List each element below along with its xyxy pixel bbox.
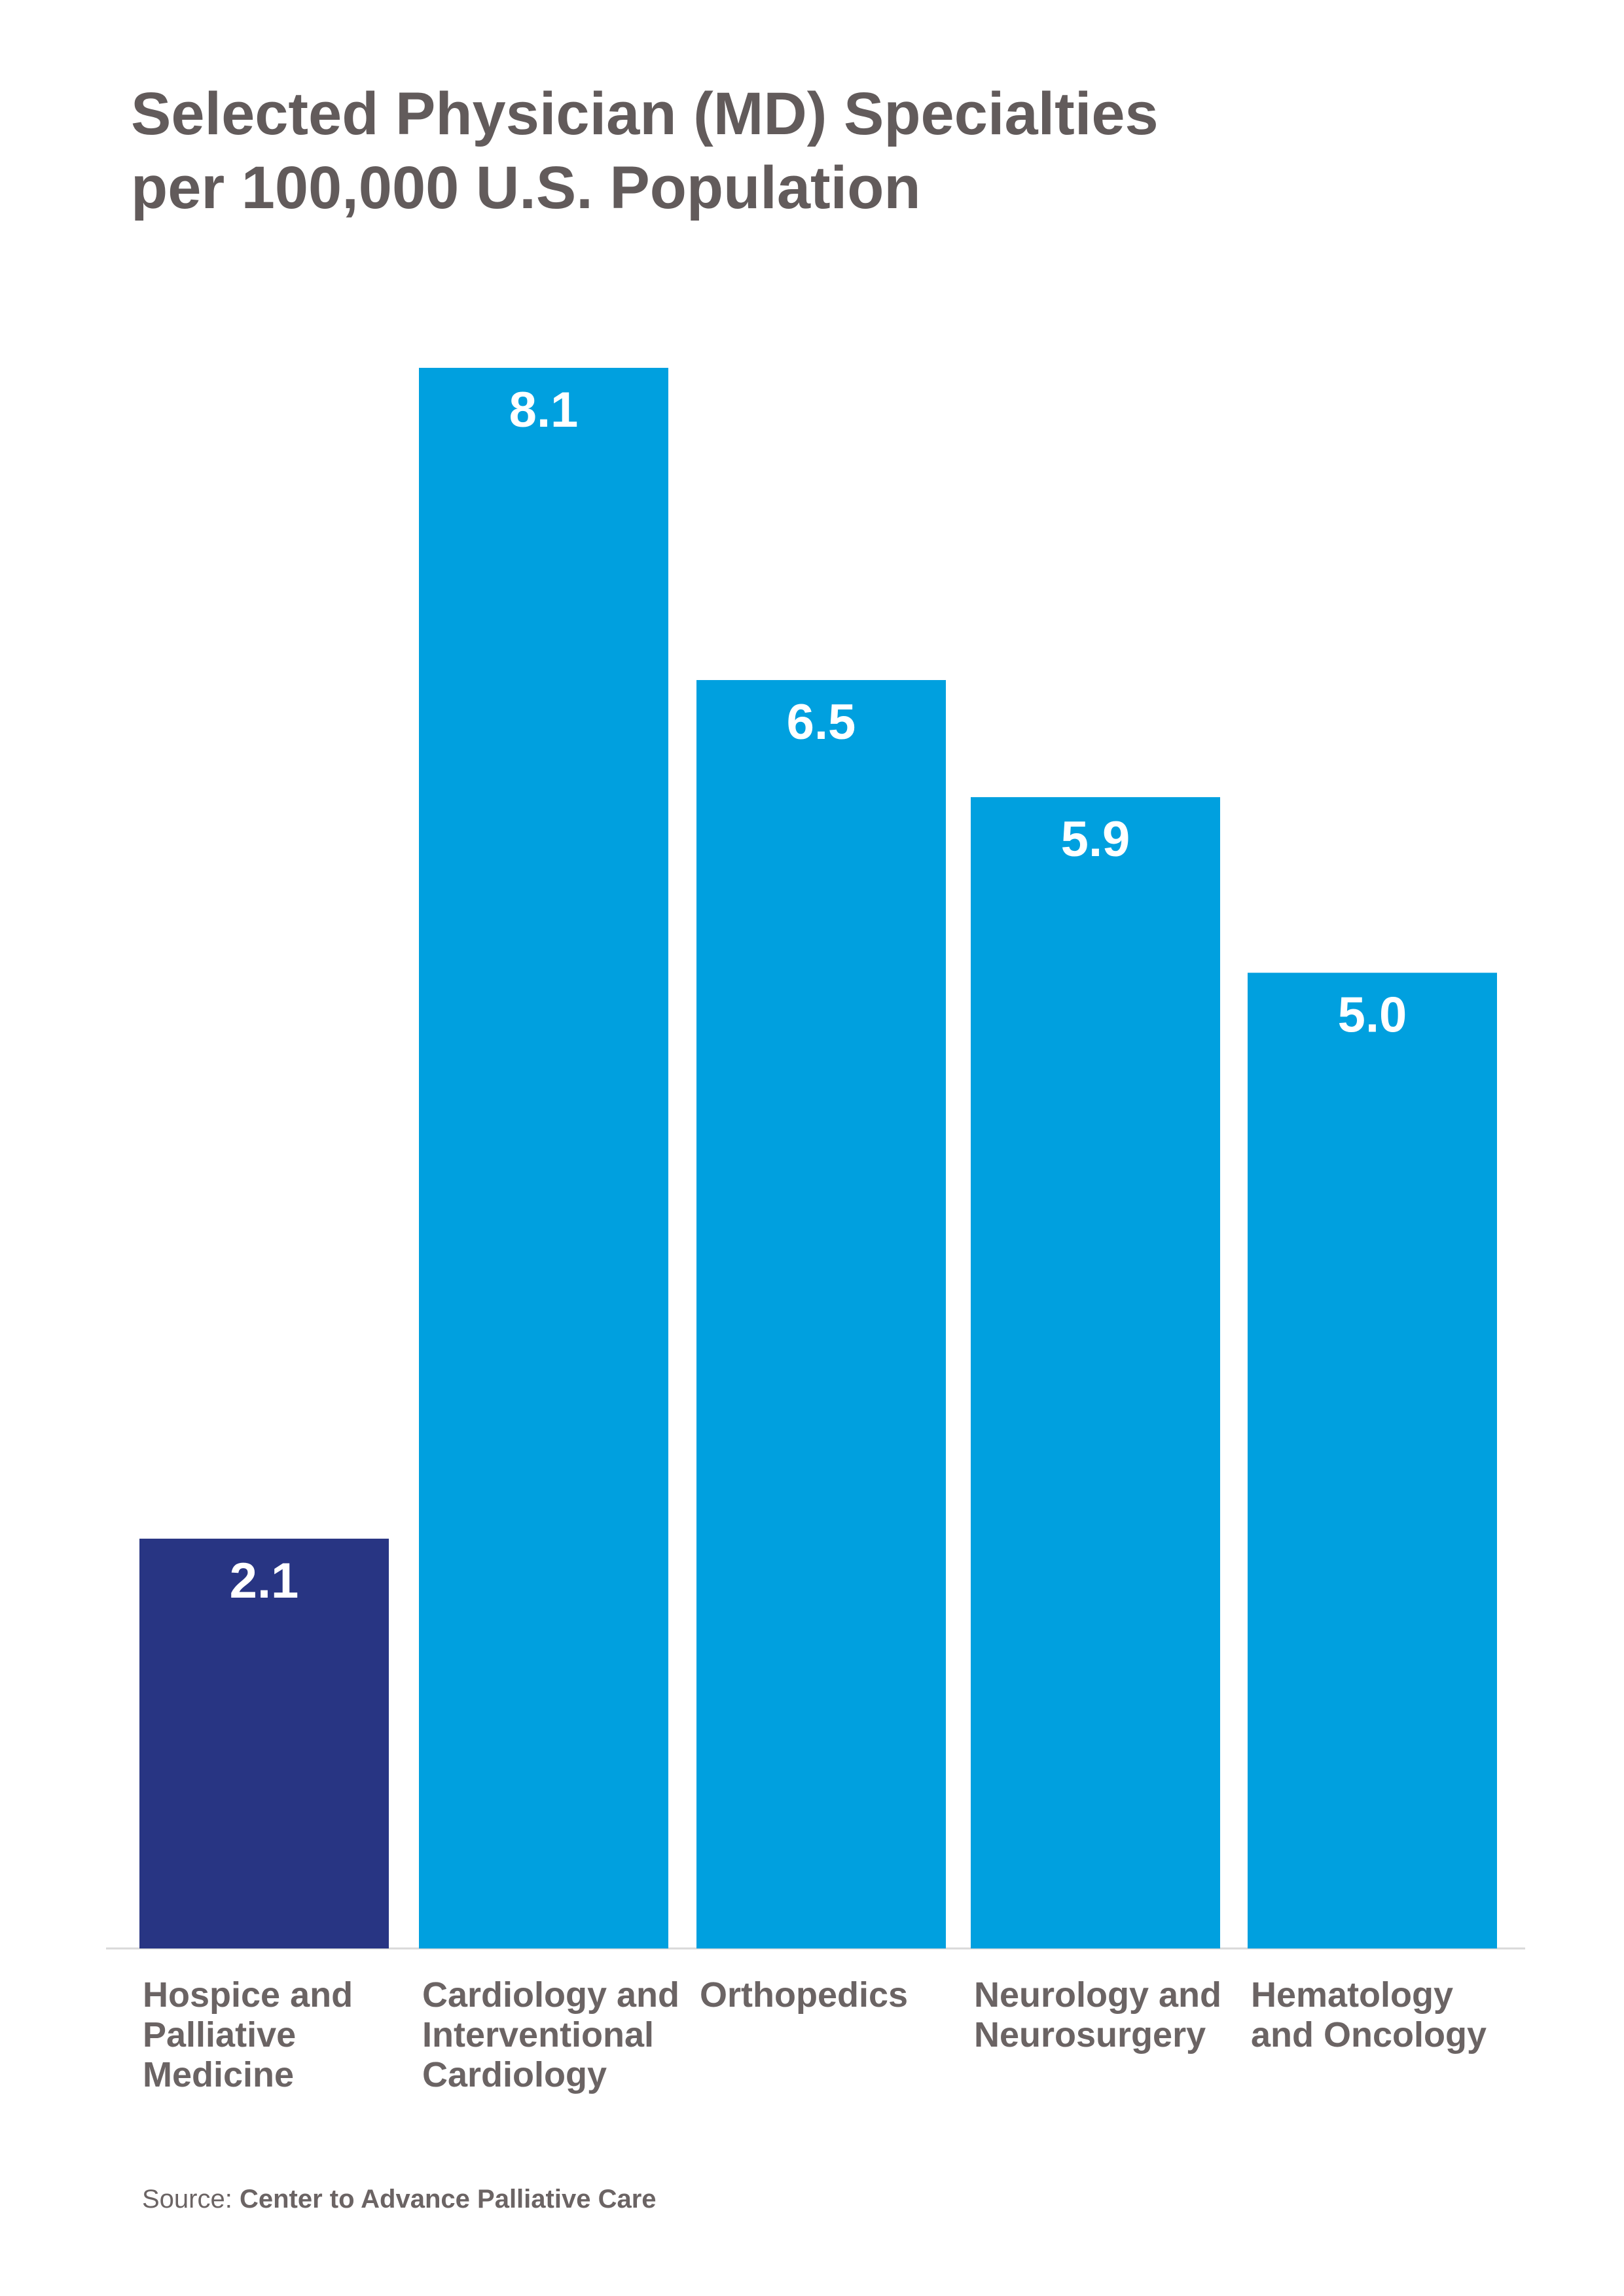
chart-title: Selected Physician (MD) Specialties per … — [131, 77, 1159, 225]
bar-1 — [139, 1538, 389, 1948]
category-label-3-line-1: Orthopedics — [700, 1975, 909, 2015]
category-label-4: Neurology and Neurosurgery — [974, 1975, 1249, 2055]
category-label-1-line-2: Palliative — [143, 2015, 297, 2054]
source-name: Center to Advance Palliative Care — [239, 2185, 657, 2214]
bar-4 — [971, 797, 1220, 1948]
category-label-5: Hematology and Oncology — [1251, 1975, 1526, 2055]
category-label-2: Cardiology and Interventional Cardiology — [422, 1975, 697, 2095]
source-note: Source: Center to Advance Palliative Car… — [142, 2185, 657, 2214]
bar-value-label-4: 5.9 — [1061, 812, 1130, 867]
category-label-3: Orthopedics — [700, 1975, 975, 2015]
bar-3 — [696, 680, 946, 1948]
category-label-1-line-1: Hospice and — [143, 1975, 353, 2015]
source-prefix: Source: — [142, 2185, 240, 2214]
category-label-4-line-2: Neurosurgery — [974, 2015, 1206, 2054]
bar-5 — [1248, 973, 1497, 1948]
bar-value-label-2: 8.1 — [509, 382, 579, 438]
bar-2 — [419, 368, 668, 1948]
bar-value-label-5: 5.0 — [1338, 987, 1407, 1043]
category-label-2-line-3: Cardiology — [422, 2055, 607, 2094]
chart-title-line-2: per 100,000 U.S. Population — [131, 154, 921, 221]
bar-value-label-1: 2.1 — [230, 1553, 299, 1609]
category-label-2-line-1: Cardiology and — [422, 1975, 680, 2015]
category-label-2-line-2: Interventional — [422, 2015, 655, 2054]
bar-value-label-3: 6.5 — [787, 694, 856, 750]
category-label-5-line-1: Hematology — [1251, 1975, 1454, 2015]
category-label-1: Hospice and Palliative Medicine — [143, 1975, 418, 2095]
category-label-1-line-3: Medicine — [143, 2055, 295, 2094]
category-label-5-line-2: and Oncology — [1251, 2015, 1487, 2054]
chart-title-line-1: Selected Physician (MD) Specialties — [131, 81, 1159, 147]
category-label-4-line-1: Neurology and — [974, 1975, 1222, 2015]
